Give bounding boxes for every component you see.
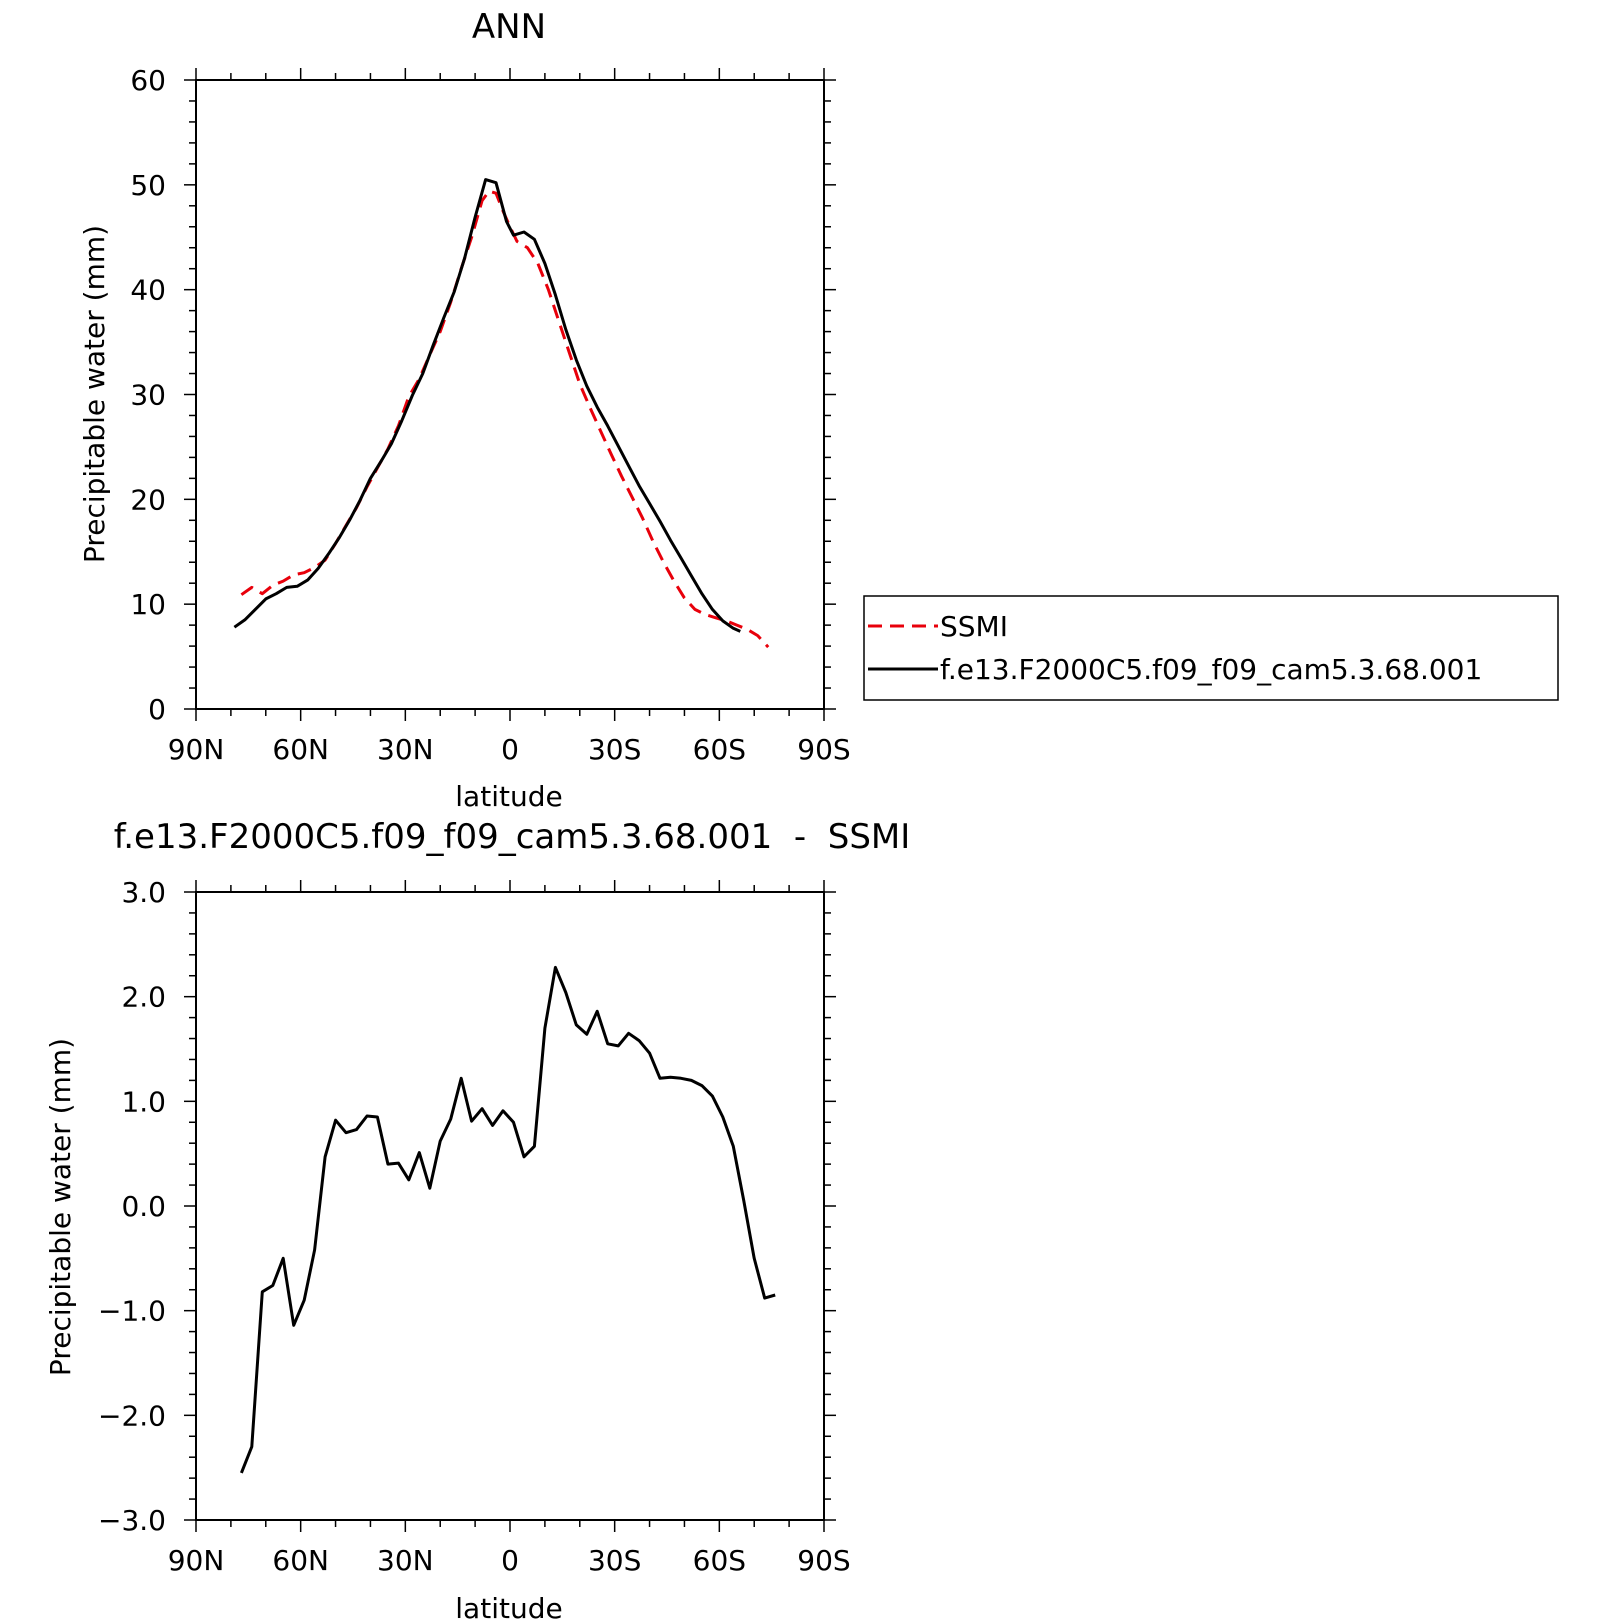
plot-frame xyxy=(195,79,825,710)
plot-area: 90N 60N 30N 0 30S 60S 90S 0 10 20 30 40 50 60 xyxy=(130,64,850,766)
y-tick-label: 0 xyxy=(148,693,166,726)
x-axis-label: latitude xyxy=(455,780,562,813)
series-line-ssmi xyxy=(240,189,770,649)
x-tick-label: 90S xyxy=(797,733,850,766)
y-tick-label: 0.0 xyxy=(121,1190,166,1223)
series-line-difference xyxy=(240,965,776,1474)
x-tick-label: 60S xyxy=(693,733,746,766)
legend: SSMI f.e13.F2000C5.f09_f09_cam5.3.68.001 xyxy=(863,595,1559,701)
x-tick-label: 30N xyxy=(377,733,434,766)
chart-title: ANN xyxy=(472,7,546,47)
y-axis-label: Precipitable water (mm) xyxy=(78,225,111,563)
y-tick-label: 50 xyxy=(130,169,166,202)
y-tick-label: 20 xyxy=(130,483,166,516)
x-tick-label: 90N xyxy=(168,1544,225,1577)
x-tick-label: 30S xyxy=(588,733,641,766)
y-tick-label: 2.0 xyxy=(121,981,166,1014)
legend-box xyxy=(863,595,1559,701)
series-line-model xyxy=(233,178,741,633)
y-tick-label: 40 xyxy=(130,274,166,307)
x-tick-label: 30N xyxy=(377,1544,434,1577)
y-tick-label: 1.0 xyxy=(121,1085,166,1118)
chart-title: f.e13.F2000C5.f09_f09_cam5.3.68.001 - SS… xyxy=(114,817,911,857)
x-tick-label: 60N xyxy=(272,1544,329,1577)
y-axis-label: Precipitable water (mm) xyxy=(44,1038,77,1376)
x-tick-label: 0 xyxy=(501,733,519,766)
legend-label-model: f.e13.F2000C5.f09_f09_cam5.3.68.001 xyxy=(940,653,1482,686)
y-tick-label: −3.0 xyxy=(98,1504,166,1537)
x-tick-label: 60S xyxy=(693,1544,746,1577)
legend-label-ssmi: SSMI xyxy=(940,610,1008,643)
y-tick-label: 60 xyxy=(130,64,166,97)
climatology-chart: ANN 90N 60N 30N 0 30S 60S 90S 0 10 20 30 40 50 60 lat… xyxy=(78,7,851,813)
y-tick-label: −1.0 xyxy=(98,1295,166,1328)
x-tick-label: 60N xyxy=(272,733,329,766)
y-tick-label: 10 xyxy=(130,588,166,621)
x-axis-label: latitude xyxy=(455,1592,562,1624)
y-tick-label: 30 xyxy=(130,379,166,412)
plot-area: 90N 60N 30N 0 30S 60S 90S 3.0 2.0 1.0 0.0 −1.0 −2.0 −… xyxy=(98,876,851,1577)
x-tick-label: 90S xyxy=(797,1544,850,1577)
difference-chart: f.e13.F2000C5.f09_f09_cam5.3.68.001 - SS… xyxy=(44,817,910,1624)
x-tick-label: 30S xyxy=(588,1544,641,1577)
x-tick-label: 90N xyxy=(168,733,225,766)
y-tick-label: 3.0 xyxy=(121,876,166,909)
y-tick-label: −2.0 xyxy=(98,1399,166,1432)
plot-frame xyxy=(195,891,825,1521)
x-tick-label: 0 xyxy=(501,1544,519,1577)
